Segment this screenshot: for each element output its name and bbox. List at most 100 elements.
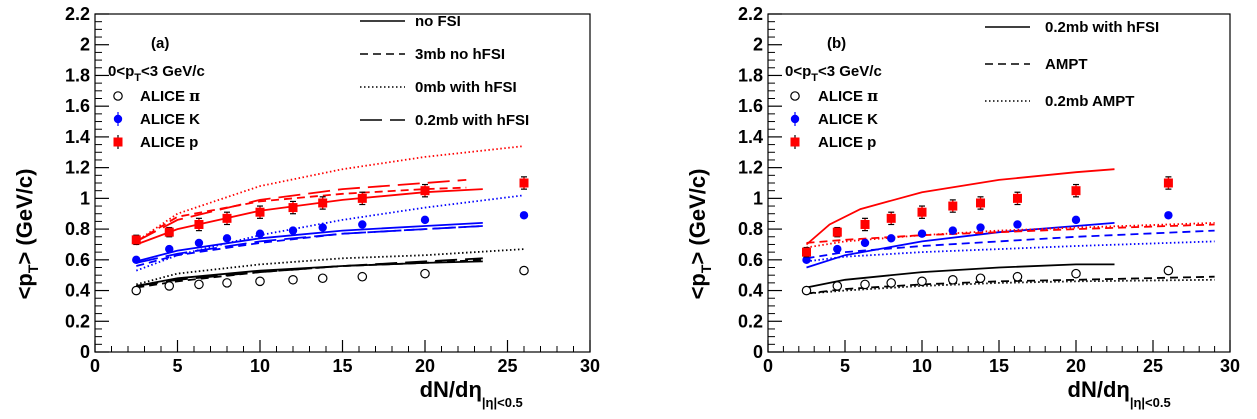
- model-curve-longdash: [136, 257, 483, 287]
- data-point: [131, 235, 141, 245]
- data-point: [194, 279, 204, 290]
- y-tick-label: 1.8: [738, 65, 763, 85]
- data-point: [420, 186, 430, 196]
- y-tick-label: 0.8: [65, 219, 90, 239]
- y-tick-label: 2: [753, 35, 763, 55]
- legend-entry-data: ALICE K: [140, 111, 200, 128]
- data-point: [420, 268, 430, 279]
- y-tick-label: 0: [753, 342, 763, 362]
- legend-entry-data: ALICE K: [818, 111, 878, 128]
- y-tick-label: 1: [80, 188, 90, 208]
- data-point: [833, 244, 842, 254]
- data-point: [288, 203, 298, 213]
- data-point: [420, 215, 430, 225]
- model-curve-dashed: [136, 258, 483, 289]
- y-tick-label: 2.2: [65, 4, 90, 24]
- data-point: [886, 278, 896, 288]
- legend-entry-data: ALICE π: [818, 87, 878, 105]
- legend-entry-data: ALICE p: [140, 134, 198, 151]
- legend-marker: [113, 91, 123, 101]
- y-axis-title: <pT> (GeV/c): [685, 169, 714, 300]
- x-tick-label: 10: [912, 356, 932, 376]
- data-point: [1163, 265, 1174, 276]
- x-tick-label: 15: [332, 356, 352, 376]
- data-point: [222, 213, 232, 223]
- data-point: [801, 285, 812, 296]
- y-tick-label: 2.2: [738, 4, 763, 24]
- x-tick-label: 30: [1220, 356, 1240, 376]
- data-point: [357, 271, 368, 282]
- data-point: [832, 227, 842, 237]
- legend-entry-data: ALICE π: [140, 87, 200, 105]
- kinematic-cut-label: 0<pT<3 GeV/c: [108, 63, 205, 84]
- data-point: [860, 219, 870, 229]
- chart-panel-b: 0 5 10 15 20 25 30 0 0.2 0.4 0.6 0.8 1 1.2 1.4 1.6 1.8 2 2…: [685, 4, 1240, 410]
- y-tick-label: 1: [753, 188, 763, 208]
- y-tick-label: 1.2: [65, 158, 90, 178]
- y-tick-label: 0.2: [738, 311, 763, 331]
- data-point: [317, 273, 328, 284]
- data-point: [255, 229, 265, 238]
- legend-entry-model: no FSI: [415, 13, 461, 30]
- x-tick-label: 0: [763, 356, 773, 376]
- data-point: [917, 229, 927, 238]
- x-tick-label: 15: [989, 356, 1009, 376]
- chart-panel-a: 0 5 10 15 20 25 30 0 0.2 0.4 0.6 0.8 1 1.2 1.4 1.6 1.8 2 2…: [12, 4, 600, 410]
- legend-entry-model: 3mb no hFSI: [415, 46, 505, 63]
- model-curve-dashed: [806, 229, 1215, 260]
- data-point: [1071, 215, 1081, 225]
- x-tick-label: 30: [580, 356, 600, 376]
- data-point: [222, 278, 232, 288]
- legend-entry-model: 0mb with hFSI: [415, 79, 517, 96]
- model-curve-dotted: [135, 145, 525, 243]
- data-point: [976, 223, 985, 232]
- model-curve-dashed: [806, 223, 1215, 244]
- data-point: [255, 276, 265, 287]
- kinematic-cut-label: 0<pT<3 GeV/c: [785, 63, 882, 84]
- data-point: [288, 274, 298, 285]
- data-point: [194, 238, 204, 248]
- y-tick-label: 1.2: [738, 158, 763, 178]
- data-point: [886, 213, 896, 223]
- model-curve-dashed: [135, 186, 467, 243]
- model-curve-dotted: [806, 222, 1215, 249]
- data-point: [318, 223, 327, 232]
- data-point: [519, 211, 529, 220]
- data-point: [1012, 193, 1022, 203]
- data-point: [1012, 271, 1023, 282]
- y-tick-label: 0.8: [738, 219, 763, 239]
- data-point: [357, 193, 367, 203]
- panel-label: (a): [151, 35, 169, 52]
- model-curve-dotted: [806, 240, 1215, 263]
- data-point: [802, 255, 811, 265]
- y-tick-label: 1.8: [65, 65, 90, 85]
- x-tick-label: 25: [497, 356, 517, 376]
- data-point: [255, 207, 265, 217]
- data-point: [917, 207, 927, 217]
- data-point: [164, 227, 174, 237]
- x-tick-label: 20: [415, 356, 435, 376]
- y-tick-label: 0.6: [738, 250, 763, 270]
- data-point: [132, 255, 141, 265]
- legend-entry-model: 0.2mb with hFSI: [1045, 19, 1159, 36]
- x-axis-title: dN/dη|η|<0.5: [1068, 377, 1171, 410]
- x-tick-label: 25: [1143, 356, 1163, 376]
- legend-entry-model: 0.2mb AMPT: [1045, 93, 1134, 110]
- data-point: [860, 279, 870, 290]
- data-point: [917, 276, 927, 287]
- data-point: [222, 234, 232, 243]
- data-point: [975, 273, 986, 284]
- data-point: [1071, 268, 1081, 279]
- legend-marker: [790, 91, 800, 101]
- x-tick-label: 20: [1066, 356, 1086, 376]
- data-point: [358, 220, 367, 229]
- y-tick-label: 2: [80, 35, 90, 55]
- data-point: [947, 274, 958, 285]
- legend-entry-data: ALICE p: [818, 134, 876, 151]
- x-tick-label: 5: [840, 356, 850, 376]
- x-tick-label: 10: [250, 356, 270, 376]
- y-tick-label: 1.4: [738, 127, 763, 147]
- data-point: [948, 226, 957, 235]
- data-point: [164, 281, 175, 291]
